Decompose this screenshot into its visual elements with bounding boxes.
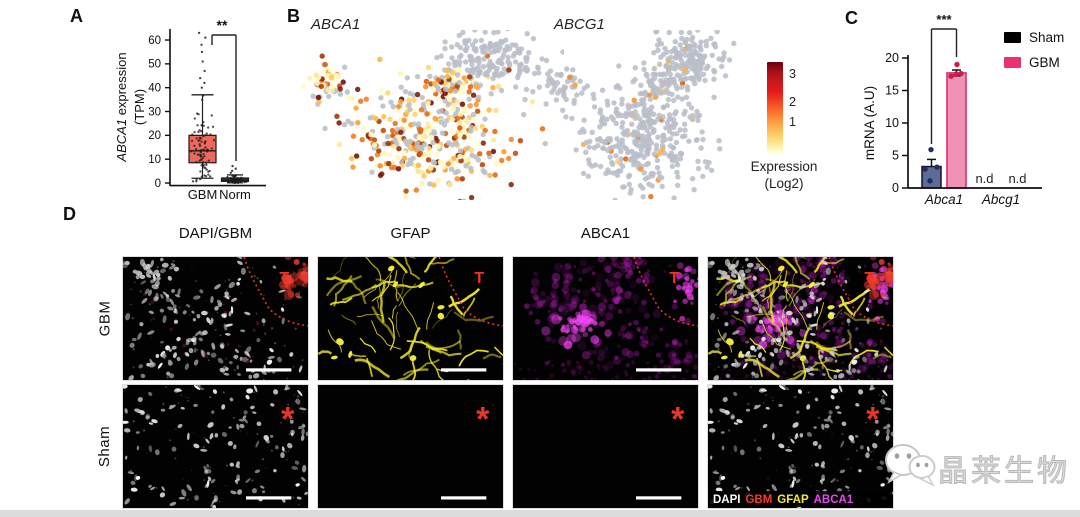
- svg-text:15: 15: [885, 84, 899, 98]
- micrograph-gbm-dapi: [122, 256, 309, 381]
- colorbar-tick-2: 2: [789, 95, 796, 109]
- watermark-text: 晶莱生物: [938, 455, 1070, 489]
- svg-text:Abca1: Abca1: [924, 192, 963, 207]
- legend-item-gbm: GBM: [1004, 55, 1060, 70]
- row-label-sham: Sham: [96, 425, 114, 468]
- panel-a-label: A: [70, 6, 83, 26]
- legend-sham-label: Sham: [1029, 30, 1065, 45]
- svg-text:40: 40: [148, 82, 161, 94]
- column-header-gfap: GFAP: [390, 225, 431, 242]
- micrograph-gbm-gfap: [317, 256, 504, 381]
- panel-b-title-abca1: ABCA1: [311, 16, 361, 33]
- bottom-divider: [0, 510, 1080, 517]
- svg-text:***: ***: [936, 12, 952, 27]
- svg-text:**: **: [217, 17, 228, 33]
- svg-text:30: 30: [148, 106, 161, 118]
- colorbar-label-units: (Log2): [764, 176, 804, 191]
- micrograph-sham-dapi: [122, 384, 309, 509]
- svg-text:(TPM): (TPM): [132, 89, 147, 125]
- panel-d-label: D: [63, 204, 76, 224]
- colorbar-label: Expression: [750, 159, 818, 174]
- svg-text:50: 50: [148, 59, 161, 71]
- panel-b-tsne-abca1: [300, 30, 564, 200]
- panel-b-tsne-abcg1: [542, 30, 737, 200]
- micrograph-sham-merge: [707, 384, 894, 509]
- gbm-swatch: [1004, 57, 1021, 68]
- svg-text:0: 0: [155, 178, 161, 190]
- panel-a-boxplot: 0 10 20 30 40 50 60 ABCA1 expression (TPM) GBM Nor…: [114, 17, 266, 202]
- legend-gbm-label: GBM: [1029, 55, 1060, 70]
- svg-text:60: 60: [148, 35, 161, 47]
- panel-c-barchart: 0 5 10 15 20 mRNA (A.U) n.d n.d Abca1 Abcg1 ***: [862, 12, 1042, 207]
- micrograph-gbm-abca1: [512, 256, 699, 381]
- column-header-abca1: ABCA1: [580, 225, 631, 242]
- micrograph-sham-abca1: [512, 384, 699, 509]
- svg-text:10: 10: [148, 154, 161, 166]
- svg-text:20: 20: [885, 51, 899, 65]
- svg-text:mRNA (A.U): mRNA (A.U): [862, 86, 877, 160]
- svg-text:Abcg1: Abcg1: [981, 192, 1020, 207]
- panel-b-label: B: [287, 6, 300, 26]
- svg-text:n.d: n.d: [975, 171, 993, 186]
- svg-text:20: 20: [148, 130, 161, 142]
- wechat-chat-bubbles-icon: [885, 444, 936, 487]
- colorbar-tick-3: 3: [789, 67, 796, 81]
- panel-b-title-abcg1: ABCG1: [554, 16, 605, 33]
- sham-swatch: [1004, 32, 1021, 43]
- row-label-gbm: GBM: [96, 300, 114, 337]
- svg-text:10: 10: [885, 116, 899, 130]
- svg-text:n.d: n.d: [1008, 171, 1026, 186]
- svg-text:5: 5: [892, 149, 899, 163]
- svg-text:0: 0: [892, 181, 899, 195]
- svg-text:Norm: Norm: [219, 187, 251, 202]
- expression-colorbar: [767, 62, 783, 153]
- micrograph-sham-gfap: [317, 384, 504, 509]
- column-header-dapi-gbm: DAPI/GBM: [178, 225, 253, 242]
- micrograph-gbm-merge: [707, 256, 894, 381]
- panel-c-label: C: [845, 8, 858, 28]
- svg-text:ABCA1 expression: ABCA1 expression: [114, 52, 129, 162]
- legend-item-sham: Sham: [1004, 30, 1064, 45]
- svg-text:GBM: GBM: [188, 187, 218, 202]
- colorbar-tick-1: 1: [789, 115, 796, 129]
